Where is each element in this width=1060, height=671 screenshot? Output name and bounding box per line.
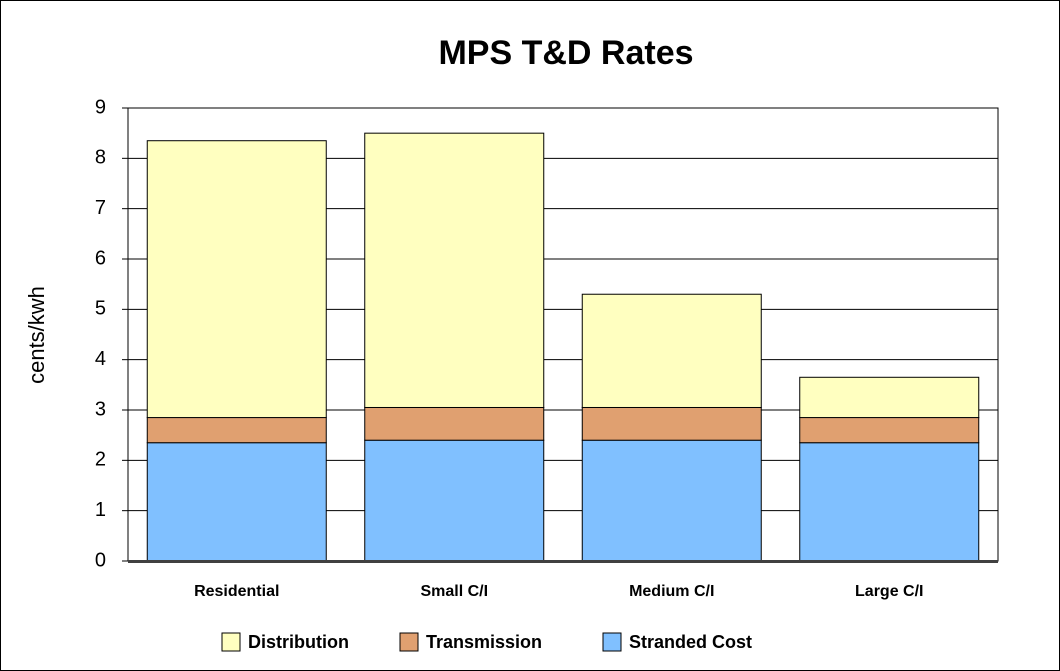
y-tick-label: 9 [95, 96, 106, 118]
floor [128, 560, 998, 563]
y-tick-label: 2 [95, 449, 106, 471]
y-tick-label: 7 [95, 197, 106, 219]
bar-segment [799, 376, 980, 419]
legend-swatch [221, 632, 241, 652]
bar-segment [581, 439, 762, 562]
bar-segment [364, 132, 545, 408]
x-tick-label: Large C/I [855, 583, 923, 600]
x-tick-label: Medium C/I [629, 583, 714, 600]
y-tick-label: 6 [95, 247, 106, 269]
y-tick-label: 0 [95, 549, 106, 571]
y-tick-label: 8 [95, 147, 106, 169]
bar-segment [146, 417, 327, 444]
y-axis-label: cents/kwh [24, 286, 49, 384]
legend-swatch [399, 632, 419, 652]
legend-swatch [602, 632, 622, 652]
y-tick-label: 3 [95, 398, 106, 420]
x-tick-label: Residential [194, 583, 279, 600]
chart-title: MPS T&D Rates [438, 34, 693, 72]
y-tick-label: 5 [95, 298, 106, 320]
legend-label: Transmission [426, 632, 542, 652]
x-tick-label: Small C/I [420, 583, 488, 600]
bar-segment [581, 406, 762, 441]
bar-segment [146, 140, 327, 419]
bar-segment [146, 442, 327, 562]
bar-segment [364, 439, 545, 562]
bar-segment [799, 442, 980, 562]
bar-segment [364, 406, 545, 441]
bar-segment [799, 417, 980, 444]
legend-label: Distribution [248, 632, 349, 652]
y-tick-label: 1 [95, 499, 106, 521]
bar-segment [581, 293, 762, 408]
legend-label: Stranded Cost [629, 632, 752, 652]
y-tick-label: 4 [95, 348, 106, 370]
